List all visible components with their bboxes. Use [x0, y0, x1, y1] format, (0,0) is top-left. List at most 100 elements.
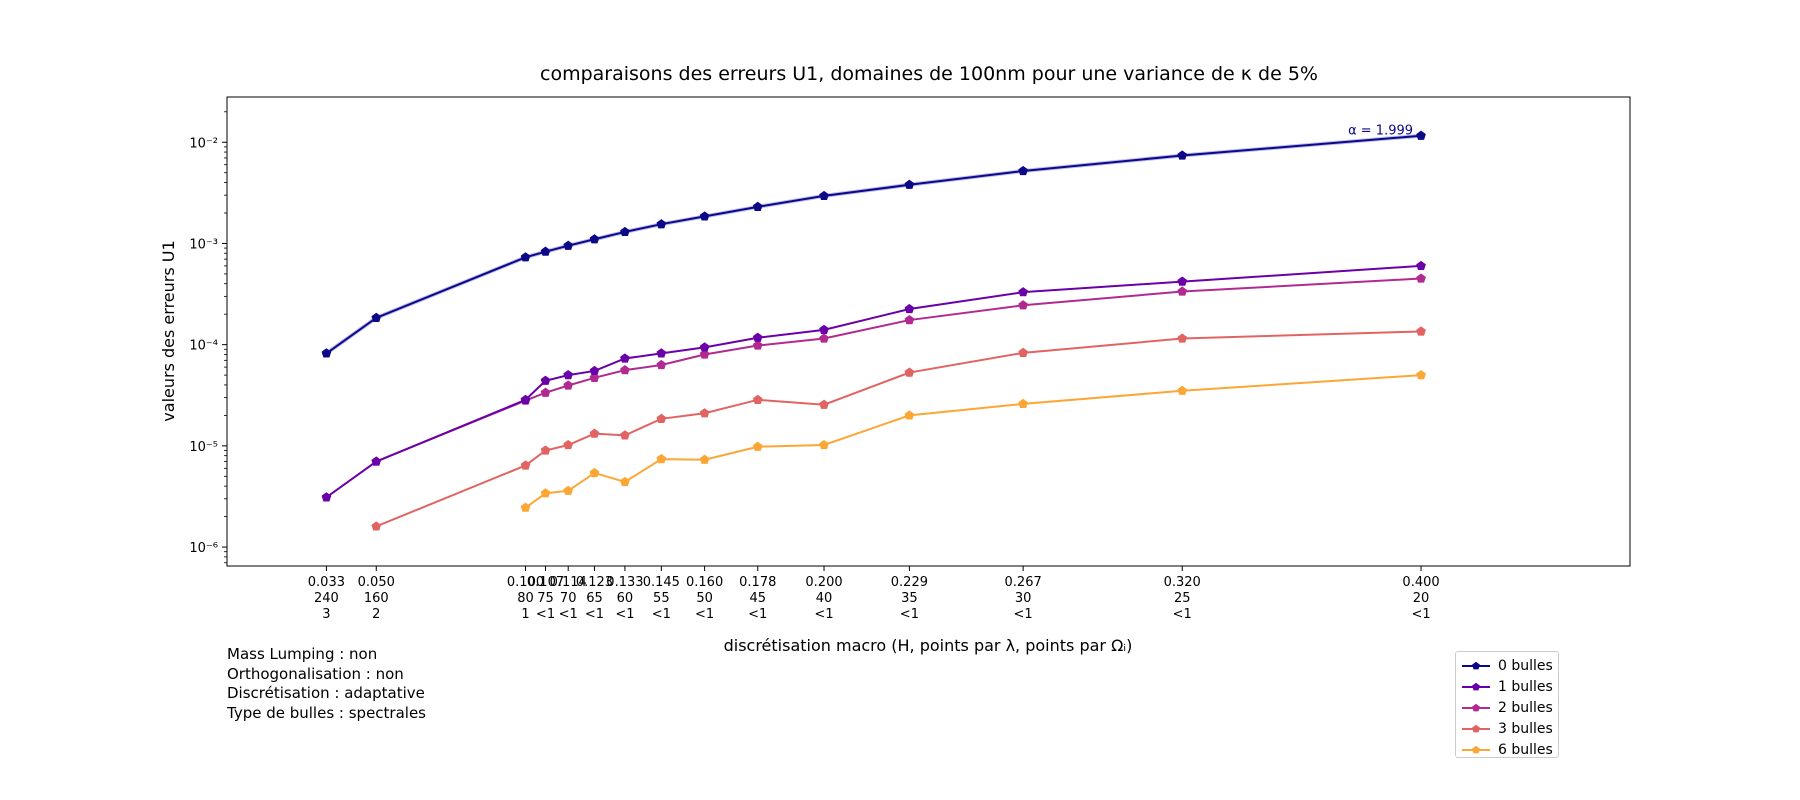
series-6-bulles [520, 370, 1426, 512]
data-point [1018, 398, 1028, 408]
x-tick-label: 0.200 40 <1 [805, 575, 842, 622]
y-tick-label: 10⁻⁶ [189, 541, 218, 556]
legend-swatch [1462, 703, 1490, 711]
fit-annotation: α = 1.999 [1348, 124, 1413, 139]
data-point [1177, 276, 1188, 286]
data-point [1177, 385, 1188, 395]
series-line [375, 330, 1422, 528]
data-point [904, 367, 915, 377]
legend-item: 6 bulles [1462, 739, 1553, 760]
fit-line-dashed [326, 135, 1422, 354]
legend-label: 0 bulles [1498, 657, 1553, 674]
fit-line [325, 133, 1422, 356]
x-tick-label: 0.145 55 <1 [643, 575, 680, 622]
y-tick-label: 10⁻² [189, 136, 218, 151]
data-point [699, 349, 710, 359]
x-tick-label: 0.107 75 <1 [527, 575, 564, 622]
data-point [371, 456, 382, 466]
data-point [752, 394, 763, 404]
data-point [1177, 150, 1188, 160]
series-1-bulles [321, 260, 1426, 502]
series-line [524, 374, 1422, 509]
legend-label: 2 bulles [1498, 699, 1553, 716]
data-point [656, 359, 667, 370]
data-point [656, 219, 667, 229]
legend-label: 1 bulles [1498, 678, 1553, 695]
data-point [904, 303, 915, 314]
data-point [699, 408, 710, 418]
data-point [1018, 287, 1028, 297]
y-axis-label: valeurs des erreurs U1 [159, 240, 178, 421]
data-point [620, 353, 630, 363]
data-point [563, 439, 574, 450]
data-point [563, 240, 574, 250]
data-point [540, 488, 551, 498]
x-tick-label: 0.033 240 3 [308, 575, 345, 622]
data-point [589, 372, 600, 382]
data-point [656, 413, 667, 423]
data-point [563, 485, 574, 495]
x-tick-label: 0.178 45 <1 [739, 575, 776, 622]
series-2-bulles [371, 273, 1426, 466]
data-point [540, 387, 551, 397]
data-point [589, 467, 600, 478]
settings-notes: Mass Lumping : non Orthogonalisation : n… [227, 645, 426, 723]
data-point [819, 399, 829, 409]
series-line [325, 264, 1422, 499]
legend-swatch [1462, 745, 1490, 753]
data-point [620, 476, 630, 487]
x-tick-label: 0.229 35 <1 [891, 575, 928, 622]
data-point [656, 348, 667, 358]
data-point [1416, 130, 1426, 140]
data-point [589, 428, 600, 438]
note-mass-lumping: Mass Lumping : non [227, 645, 378, 663]
data-point [656, 454, 667, 464]
data-point [819, 190, 829, 201]
x-tick-label: 0.100 80 1 [507, 575, 544, 622]
data-point [371, 521, 382, 531]
legend-label: 3 bulles [1498, 720, 1553, 737]
y-tick-label: 10⁻⁵ [189, 440, 218, 455]
data-point [752, 332, 763, 342]
x-tick-label: 0.320 25 <1 [1164, 575, 1201, 622]
x-tick-label: 0.114 70 <1 [550, 575, 587, 622]
data-point [904, 314, 915, 325]
data-point [321, 348, 332, 358]
data-point [540, 246, 551, 256]
data-point [699, 342, 710, 352]
data-point [620, 226, 630, 237]
legend-label: 6 bulles [1498, 741, 1553, 758]
x-tick-label: 0.123 65 <1 [576, 575, 613, 622]
note-discretisation: Discrétisation : adaptative [227, 684, 425, 702]
data-point [904, 410, 915, 420]
data-point [1018, 300, 1028, 310]
data-point [1177, 333, 1188, 343]
data-point [520, 394, 531, 404]
data-point [1416, 326, 1426, 336]
data-point [752, 441, 763, 451]
plot-frame [226, 96, 1631, 567]
x-tick-label: 0.400 20 <1 [1402, 575, 1439, 622]
data-point [819, 333, 829, 343]
legend-item: 3 bulles [1462, 718, 1553, 739]
data-point [520, 502, 531, 512]
data-point [540, 445, 551, 455]
data-point [520, 252, 531, 262]
data-point [520, 460, 531, 470]
data-point [563, 380, 574, 390]
data-point [620, 430, 630, 440]
series-3-bulles [371, 326, 1426, 531]
data-point [1177, 286, 1188, 296]
x-tick-label: 0.050 160 2 [358, 575, 395, 622]
x-tick-label: 0.267 30 <1 [1005, 575, 1042, 622]
data-point [620, 365, 630, 375]
series-0-bulles [321, 130, 1426, 358]
plot-area [321, 130, 1426, 531]
data-point [371, 312, 382, 322]
data-point [699, 211, 710, 221]
legend-item: 0 bulles [1462, 655, 1553, 676]
x-tick-label: 0.133 60 <1 [606, 575, 643, 622]
legend-swatch [1462, 661, 1490, 669]
data-point [563, 370, 574, 380]
